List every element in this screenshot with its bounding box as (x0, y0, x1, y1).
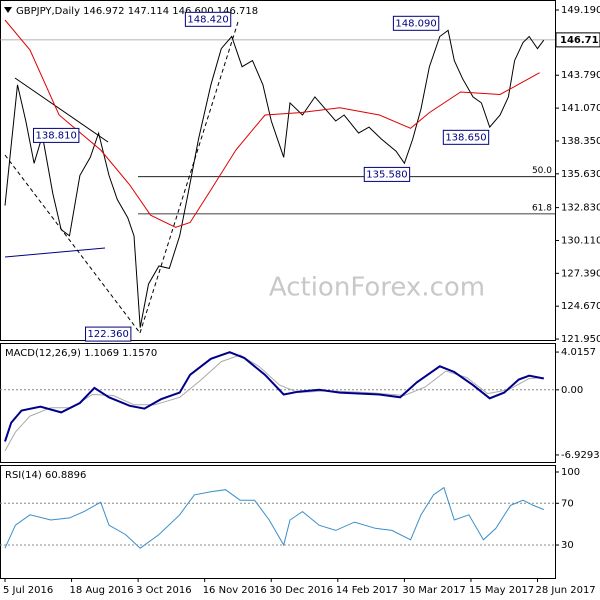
annotation-box (392, 15, 440, 31)
annotation-label: 122.360 (88, 329, 129, 340)
annotation-box (363, 166, 411, 182)
series-line (4, 354, 544, 452)
y-tick-label: 135.630 (561, 169, 600, 180)
x-tick-label: 14 Feb 2017 (336, 585, 398, 596)
macd-title: MACD(12,26,9) 1.1069 1.1570 (5, 348, 157, 359)
x-tick-label: 30 Mar 2017 (402, 585, 465, 596)
x-tick-label: 18 Aug 2016 (70, 585, 134, 596)
y-tick-label: 132.830 (561, 203, 600, 214)
series-line (4, 351, 544, 442)
trend-line (4, 154, 141, 334)
y-tick-label: 70 (561, 498, 574, 509)
macd-panel (0, 343, 556, 463)
x-tick-label: 5 Jul 2016 (3, 585, 53, 596)
series-line (4, 29, 545, 328)
y-tick-label: 141.070 (561, 103, 600, 114)
y-tick-label: 4.0157 (561, 347, 596, 358)
annotation-box (33, 127, 80, 143)
annotation-label: 138.810 (36, 130, 77, 141)
rsi-title: RSI(14) 60.8896 (5, 470, 86, 481)
y-tick-label: 138.350 (561, 136, 600, 147)
price-panel (0, 0, 556, 341)
last-price-box (555, 32, 600, 48)
annotation-label: 148.090 (395, 18, 436, 29)
menu-icon (4, 7, 12, 13)
fib-label: 50.0 (532, 166, 552, 176)
y-tick-label: 0.00 (561, 385, 583, 396)
series-line (4, 486, 544, 549)
trend-line (4, 247, 106, 258)
rsi-panel (0, 465, 556, 579)
y-tick-label: 30 (561, 540, 574, 551)
watermark: ActionForex.com (269, 273, 485, 303)
y-tick-label: 124.670 (561, 301, 600, 312)
y-tick-label: 149.190 (561, 5, 600, 16)
fib-label: 61.8 (532, 203, 552, 213)
annotation-box (184, 11, 232, 27)
annotation-label: 135.580 (366, 169, 407, 180)
y-tick-label: -6.9293 (561, 450, 600, 461)
annotation-box (442, 129, 490, 145)
x-tick-label: 16 Nov 2016 (203, 585, 267, 596)
y-tick-label: 100 (561, 467, 580, 478)
annotation-label: 148.420 (187, 14, 228, 25)
series-line (4, 19, 540, 228)
trend-line (14, 77, 109, 143)
x-tick-label: 15 May 2017 (469, 585, 534, 596)
y-tick-label: 143.790 (561, 70, 600, 81)
x-tick-label: 28 Jun 2017 (536, 585, 596, 596)
y-tick-label: 130.110 (561, 235, 600, 246)
y-tick-label: 127.390 (561, 268, 600, 279)
annotation-box (85, 326, 132, 342)
annotation-label: 138.650 (445, 132, 486, 143)
y-tick-label: 121.950 (561, 334, 600, 345)
price-title: GBPJPY,Daily 146.972 147.114 146.600 146… (16, 6, 258, 17)
x-tick-label: 3 Oct 2016 (136, 585, 191, 596)
trend-line (139, 21, 239, 334)
last-price-label: 146.718 (560, 35, 600, 46)
x-tick-label: 30 Dec 2016 (269, 585, 333, 596)
